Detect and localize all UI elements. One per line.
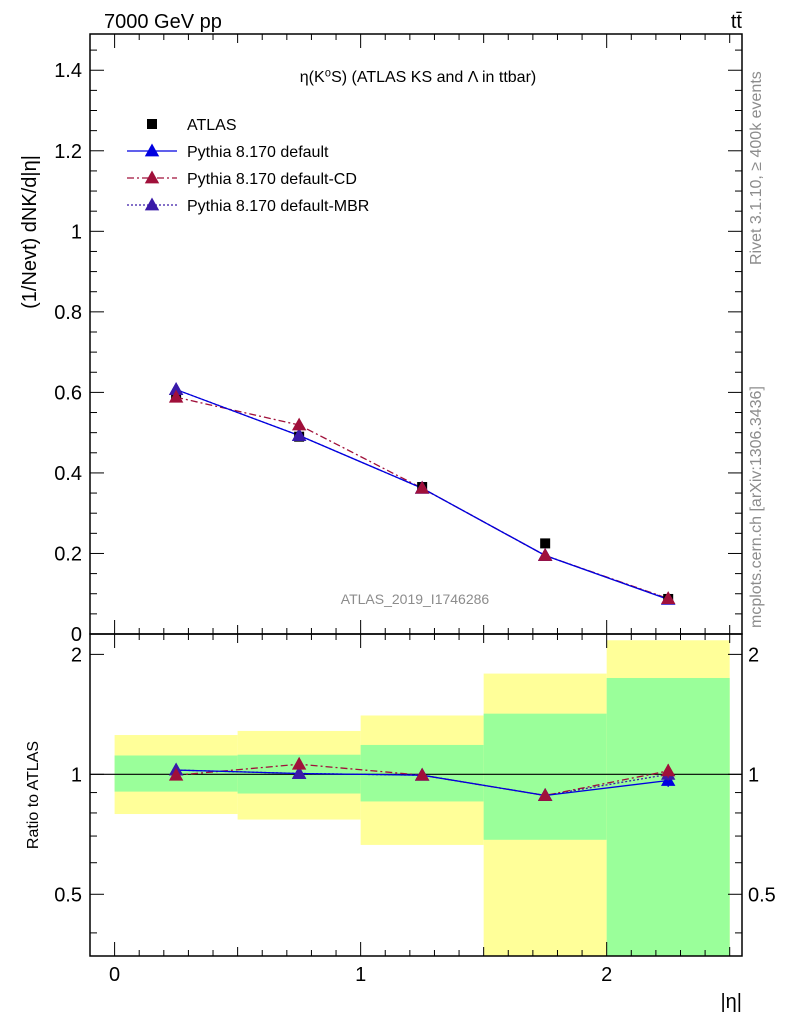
main-y-tick-label: 0.4 <box>54 463 82 485</box>
x-axis-label: |η| <box>720 991 742 1013</box>
main-y-tick-label: 1.2 <box>54 141 82 163</box>
ratio-y-tick-label-right: 2 <box>748 644 759 666</box>
ratio-point-series-2-2 <box>414 767 430 781</box>
main-point-series-2-2 <box>414 480 430 494</box>
inner-band-3 <box>483 713 607 840</box>
ratio-point-series-2-0 <box>168 767 184 781</box>
x-tick-label: 0 <box>109 964 120 986</box>
ratio-point-series-2-1 <box>291 756 307 770</box>
ratio-y-tick-label-left: 0.5 <box>54 884 82 906</box>
legend-marker-3 <box>144 197 160 211</box>
analysis-watermark: ATLAS_2019_I1746286 <box>341 591 490 607</box>
ratio-line-series-3 <box>176 769 669 797</box>
mcplots-label: mcplots.cern.ch [arXiv:1306.3436] <box>748 386 765 628</box>
ratio-point-series-2-4 <box>660 763 676 777</box>
main-point-series-2-4 <box>660 591 676 604</box>
legend-marker-2 <box>144 170 160 184</box>
main-line-series-1 <box>175 388 669 600</box>
main-line-series-3 <box>175 388 669 600</box>
ratio-uncertainty-bands <box>90 640 742 956</box>
ratio-y-tick-label-right: 1 <box>748 764 759 786</box>
main-point-series-3-1 <box>291 428 307 441</box>
ratio-y-tick-label-right: 0.5 <box>748 884 776 906</box>
main-plot-series <box>168 382 676 605</box>
main-point-series-3-0 <box>168 382 184 395</box>
main-point-series-2-1 <box>291 417 307 431</box>
x-tick-label: 2 <box>601 964 612 986</box>
legend-marker-0 <box>147 119 157 129</box>
main-y-tick-label: 0.8 <box>54 302 82 324</box>
plot-axes: 0.20.40.60.811.21.400.5 0.51 12 20 1 2 <box>54 33 776 986</box>
inner-band-4 <box>606 677 730 956</box>
legend-label-0: ATLAS <box>187 117 237 134</box>
ratio-plot-series <box>168 756 676 801</box>
ratio-plot-frame <box>89 633 743 957</box>
main-line-series-2 <box>175 396 669 600</box>
main-y-axis-label: (1/Nevt) dNK/d|η| <box>19 155 41 309</box>
legend: ATLAS Pythia 8.170 default Pythia 8.170 de… <box>127 117 369 215</box>
collision-energy-label: 7000 GeV pp <box>104 11 222 33</box>
ratio-y-tick-label-left: 1 <box>71 764 82 786</box>
plot-title: η(K⁰S) (ATLAS KS and Λ in ttbar) <box>300 69 536 86</box>
ratio-point-series-3-1 <box>291 766 307 779</box>
legend-label-3: Pythia 8.170 default-MBR <box>187 198 369 215</box>
ratio-point-series-2-3 <box>537 788 553 801</box>
legend-label-1: Pythia 8.170 default <box>187 144 329 161</box>
x-tick-label: 1 <box>355 964 366 986</box>
rivet-version-label: Rivet 3.1.10, ≥ 400k events <box>748 71 765 265</box>
main-y-tick-label: 1 <box>71 221 82 243</box>
ratio-y-tick-label-left: 2 <box>71 644 82 666</box>
legend-marker-1 <box>144 143 160 157</box>
main-y-tick-label: 0.6 <box>54 382 82 404</box>
legend-label-2: Pythia 8.170 default-CD <box>187 171 357 188</box>
main-y-tick-label-cut: 0 <box>71 624 82 646</box>
ratio-y-axis-label: Ratio to ATLAS <box>25 741 42 849</box>
main-point-atlas-3 <box>540 538 551 549</box>
main-point-series-2-0 <box>168 389 184 403</box>
process-label: tt̄ <box>731 11 743 33</box>
main-y-tick-label: 0.2 <box>54 543 82 565</box>
main-point-series-2-3 <box>537 548 553 561</box>
main-y-tick-label: 1.4 <box>54 60 82 82</box>
